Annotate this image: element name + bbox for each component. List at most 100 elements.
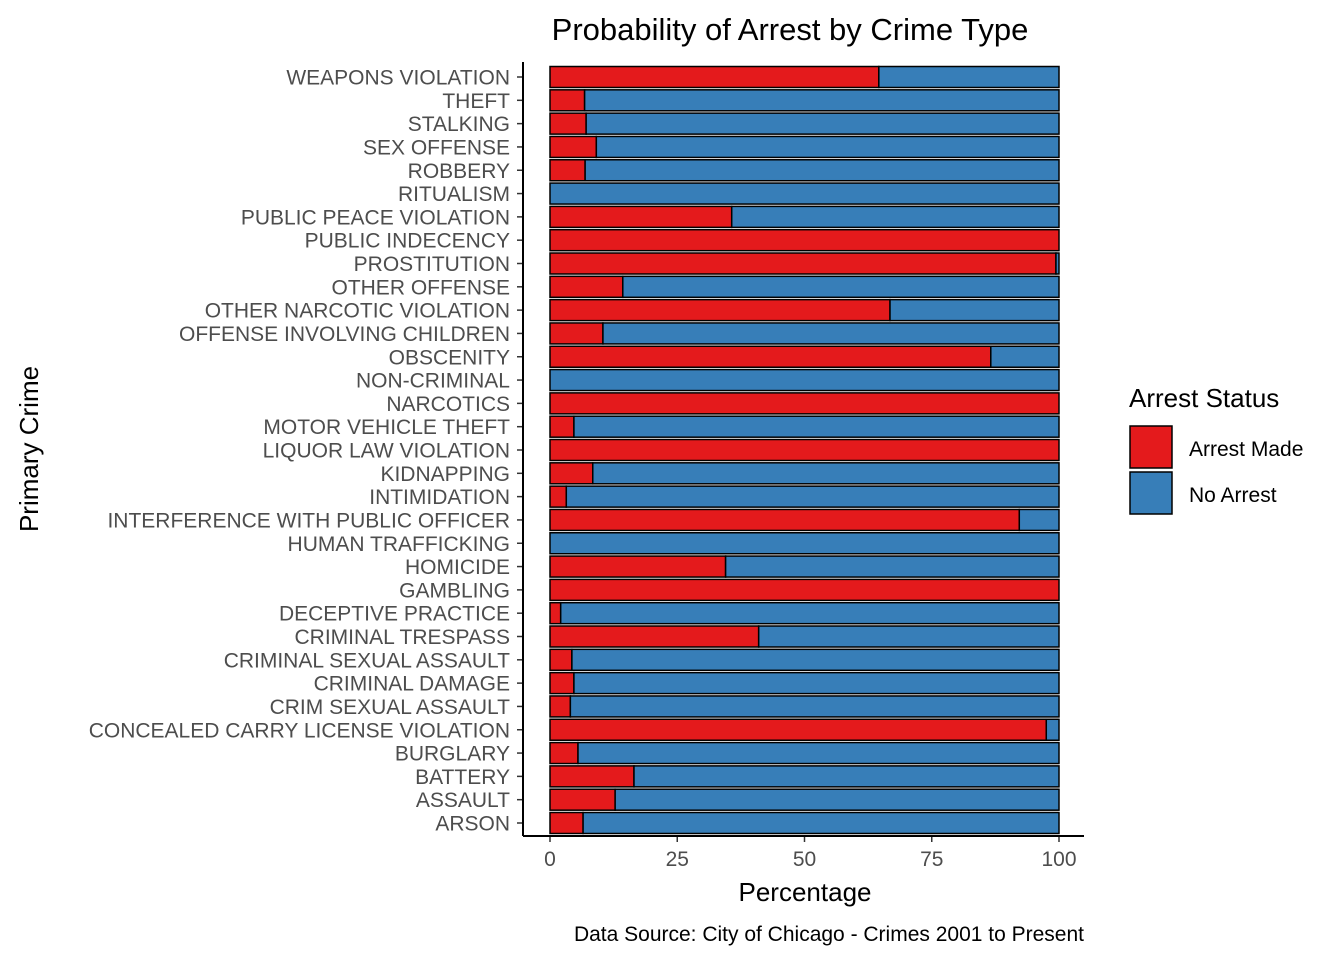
bar-arrest-made-battery: [549, 765, 635, 788]
y-tick-label-interference-with-public-officer: INTERFERENCE WITH PUBLIC OFFICER: [107, 509, 510, 532]
y-tick-label-offense-involving-children: OFFENSE INVOLVING CHILDREN: [179, 323, 510, 346]
y-tick-label-weapons-violation: WEAPONS VIOLATION: [286, 67, 510, 90]
bar-no-arrest-prostitution: [1055, 252, 1060, 275]
y-tick-label-liquor-law-violation: LIQUOR LAW VIOLATION: [263, 440, 510, 463]
bar-no-arrest-non-criminal: [549, 368, 1060, 392]
y-tick-label-other-narcotic-violation: OTHER NARCOTIC VIOLATION: [205, 300, 510, 323]
y-tick-label-non-criminal: NON-CRIMINAL: [356, 370, 510, 393]
chart-title: Probability of Arrest by Crime Type: [552, 12, 1029, 47]
bar-arrest-made-arson: [549, 811, 584, 835]
y-tick-label-homicide: HOMICIDE: [405, 556, 510, 579]
bar-no-arrest-concealed-carry-license-violation: [1045, 718, 1060, 741]
bar-no-arrest-arson: [582, 811, 1060, 835]
bar-arrest-made-burglary: [549, 741, 579, 765]
bar-arrest-made-homicide: [549, 555, 727, 578]
bar-no-arrest-battery: [633, 765, 1060, 788]
bar-no-arrest-interference-with-public-officer: [1018, 508, 1060, 532]
y-axis-title: Primary Crime: [14, 366, 44, 532]
x-tick-labels: 0 25 50 75 100: [544, 836, 1077, 871]
bar-arrest-made-motor-vehicle-theft: [549, 415, 575, 438]
bar-no-arrest-obscenity: [990, 345, 1060, 368]
bar-arrest-made-obscenity: [549, 345, 992, 368]
bar-no-arrest-stalking: [585, 112, 1060, 135]
bar-no-arrest-theft: [583, 89, 1060, 112]
x-tick-label-0: 0: [544, 848, 556, 871]
bar-no-arrest-robbery: [584, 159, 1060, 182]
y-tick-label-stalking: STALKING: [408, 113, 510, 136]
bar-arrest-made-stalking: [549, 112, 587, 135]
bar-arrest-made-offense-involving-children: [549, 322, 604, 345]
y-tick-label-battery: BATTERY: [415, 766, 510, 789]
y-tick-label-criminal-trespass: CRIMINAL TRESPASS: [295, 626, 511, 649]
bar-no-arrest-assault: [614, 788, 1060, 811]
legend-label-arrest-made: Arrest Made: [1189, 438, 1303, 461]
bar-arrest-made-kidnapping: [549, 462, 594, 485]
bar-no-arrest-ritualism: [549, 182, 1060, 205]
y-tick-label-arson: ARSON: [435, 813, 510, 836]
bar-arrest-made-prostitution: [549, 252, 1057, 275]
bar-arrest-made-criminal-damage: [549, 671, 575, 695]
y-tick-label-prostitution: PROSTITUTION: [354, 253, 510, 276]
y-tick-label-intimidation: INTIMIDATION: [369, 486, 510, 509]
y-tick-label-sex-offense: SEX OFFENSE: [363, 136, 510, 159]
bar-no-arrest-human-trafficking: [549, 532, 1060, 555]
y-tick-label-deceptive-practice: DECEPTIVE PRACTICE: [279, 603, 510, 626]
bar-no-arrest-offense-involving-children: [602, 322, 1060, 345]
bar-arrest-made-narcotics: [549, 392, 1060, 415]
y-tick-label-obscenity: OBSCENITY: [389, 346, 510, 369]
bar-arrest-made-deceptive-practice: [549, 601, 562, 625]
bar-arrest-made-liquor-law-violation: [549, 438, 1060, 462]
legend: Arrest Status Arrest Made No Arrest: [1129, 383, 1303, 515]
y-tick-label-assault: ASSAULT: [416, 789, 510, 812]
chart-caption: Data Source: City of Chicago - Crimes 20…: [574, 923, 1084, 946]
legend-swatch-arrest-made: [1129, 425, 1173, 469]
x-tick-label-25: 25: [666, 848, 689, 871]
bar-no-arrest-sex-offense: [595, 135, 1060, 159]
bar-no-arrest-criminal-damage: [573, 671, 1060, 695]
bar-arrest-made-crim-sexual-assault: [549, 695, 572, 718]
bar-arrest-made-sex-offense: [549, 135, 598, 159]
legend-swatch-no-arrest: [1129, 471, 1173, 515]
bar-no-arrest-other-offense: [622, 275, 1060, 299]
bar-no-arrest-other-narcotic-violation: [889, 298, 1060, 322]
y-tick-label-narcotics: NARCOTICS: [386, 393, 510, 416]
legend-title: Arrest Status: [1129, 383, 1279, 413]
y-tick-label-burglary: BURGLARY: [395, 743, 510, 766]
bar-no-arrest-public-peace-violation: [730, 205, 1060, 229]
y-tick-label-criminal-damage: CRIMINAL DAMAGE: [314, 673, 510, 696]
bar-arrest-made-criminal-trespass: [549, 625, 760, 648]
bar-arrest-made-robbery: [549, 159, 586, 182]
y-tick-label-concealed-carry-license-violation: CONCEALED CARRY LICENSE VIOLATION: [89, 719, 510, 742]
bar-arrest-made-theft: [549, 89, 586, 112]
y-tick-label-robbery: ROBBERY: [408, 160, 510, 183]
bar-no-arrest-homicide: [724, 555, 1060, 578]
x-tick-label-75: 75: [920, 848, 943, 871]
bar-arrest-made-assault: [549, 788, 616, 811]
y-tick-label-theft: THEFT: [442, 90, 510, 113]
x-tick-label-100: 100: [1041, 848, 1076, 871]
y-tick-label-gambling: GAMBLING: [399, 579, 510, 602]
bar-arrest-made-criminal-sexual-assault: [549, 648, 573, 672]
bar-no-arrest-motor-vehicle-theft: [573, 415, 1060, 438]
bar-arrest-made-concealed-carry-license-violation: [549, 718, 1048, 741]
y-tick-label-motor-vehicle-theft: MOTOR VEHICLE THEFT: [263, 416, 510, 439]
bar-no-arrest-intimidation: [565, 485, 1060, 508]
bar-arrest-made-public-indecency: [549, 228, 1060, 252]
bar-no-arrest-criminal-sexual-assault: [571, 648, 1060, 672]
bar-arrest-made-intimidation: [549, 485, 568, 508]
y-tick-label-human-trafficking: HUMAN TRAFFICKING: [288, 533, 510, 556]
bar-no-arrest-kidnapping: [592, 462, 1060, 485]
y-tick-label-public-peace-violation: PUBLIC PEACE VIOLATION: [241, 206, 510, 229]
y-tick-label-criminal-sexual-assault: CRIMINAL SEXUAL ASSAULT: [224, 649, 510, 672]
y-tick-label-other-offense: OTHER OFFENSE: [331, 276, 510, 299]
bar-no-arrest-crim-sexual-assault: [569, 695, 1060, 718]
bar-arrest-made-interference-with-public-officer: [549, 508, 1021, 532]
x-axis-title: Percentage: [739, 877, 872, 907]
bar-arrest-made-public-peace-violation: [549, 205, 733, 229]
bar-no-arrest-weapons-violation: [878, 65, 1060, 89]
bar-no-arrest-burglary: [577, 741, 1060, 765]
bar-arrest-made-weapons-violation: [549, 65, 880, 89]
